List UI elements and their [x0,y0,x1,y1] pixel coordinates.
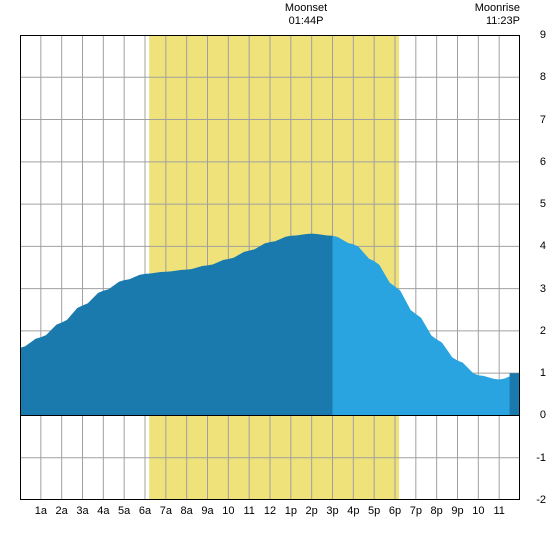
y-tick-label: 2 [540,325,546,337]
y-tick-label: 9 [540,29,546,41]
y-tick-label: 5 [540,198,546,210]
y-tick-label: 0 [540,409,546,421]
y-tick-label: 3 [540,283,546,295]
y-tick-label: 1 [540,367,546,379]
x-tick-label: 3a [76,505,88,517]
x-tick-label: 2p [306,505,318,517]
x-tick-label: 10 [472,505,484,517]
x-axis-labels: 1a 2a 3a 4a 5a 6a 7a 8a 9a 10 11 12 1p 2p 3p 4p 5p 6p 7p 8p… [20,505,520,525]
x-tick-label: 12 [264,505,276,517]
moonrise-time: 11:23P [475,15,520,28]
plot-svg [20,35,520,500]
x-tick-label: 7p [410,505,422,517]
x-tick-label: 9p [451,505,463,517]
x-tick-label: 9a [201,505,213,517]
plot-area [20,35,520,500]
x-tick-label: 8p [431,505,443,517]
moonrise-title: Moonrise [475,2,520,15]
moonrise-label: Moonrise 11:23P [475,2,520,28]
x-tick-label: 1a [35,505,47,517]
x-tick-label: 6p [389,505,401,517]
moonset-title: Moonset [285,2,327,15]
x-tick-label: 11 [493,505,504,517]
x-tick-label: 5p [368,505,380,517]
top-event-labels: Moonset 01:44P Moonrise 11:23P [0,0,550,35]
x-tick-label: 4p [347,505,359,517]
x-tick-label: 8a [181,505,193,517]
y-tick-label: 7 [540,114,546,126]
x-tick-label: 3p [326,505,338,517]
tide-chart: Moonset 01:44P Moonrise 11:23P 1a 2a 3a 4a 5… [0,0,550,550]
y-tick-label: 4 [540,240,546,252]
x-tick-label: 6a [139,505,151,517]
y-tick-label: 6 [540,156,546,168]
y-tick-label: 8 [540,71,546,83]
x-tick-label: 4a [97,505,109,517]
x-tick-label: 5a [118,505,130,517]
x-tick-label: 11 [243,505,254,517]
moonset-label: Moonset 01:44P [285,2,327,28]
x-tick-label: 10 [222,505,234,517]
y-tick-label: -1 [536,452,546,464]
moonset-time: 01:44P [285,15,327,28]
x-tick-label: 1p [285,505,297,517]
y-axis-labels: -2-10123456789 [525,35,550,500]
x-tick-label: 7a [160,505,172,517]
y-tick-label: -2 [536,494,546,506]
x-tick-label: 2a [56,505,68,517]
